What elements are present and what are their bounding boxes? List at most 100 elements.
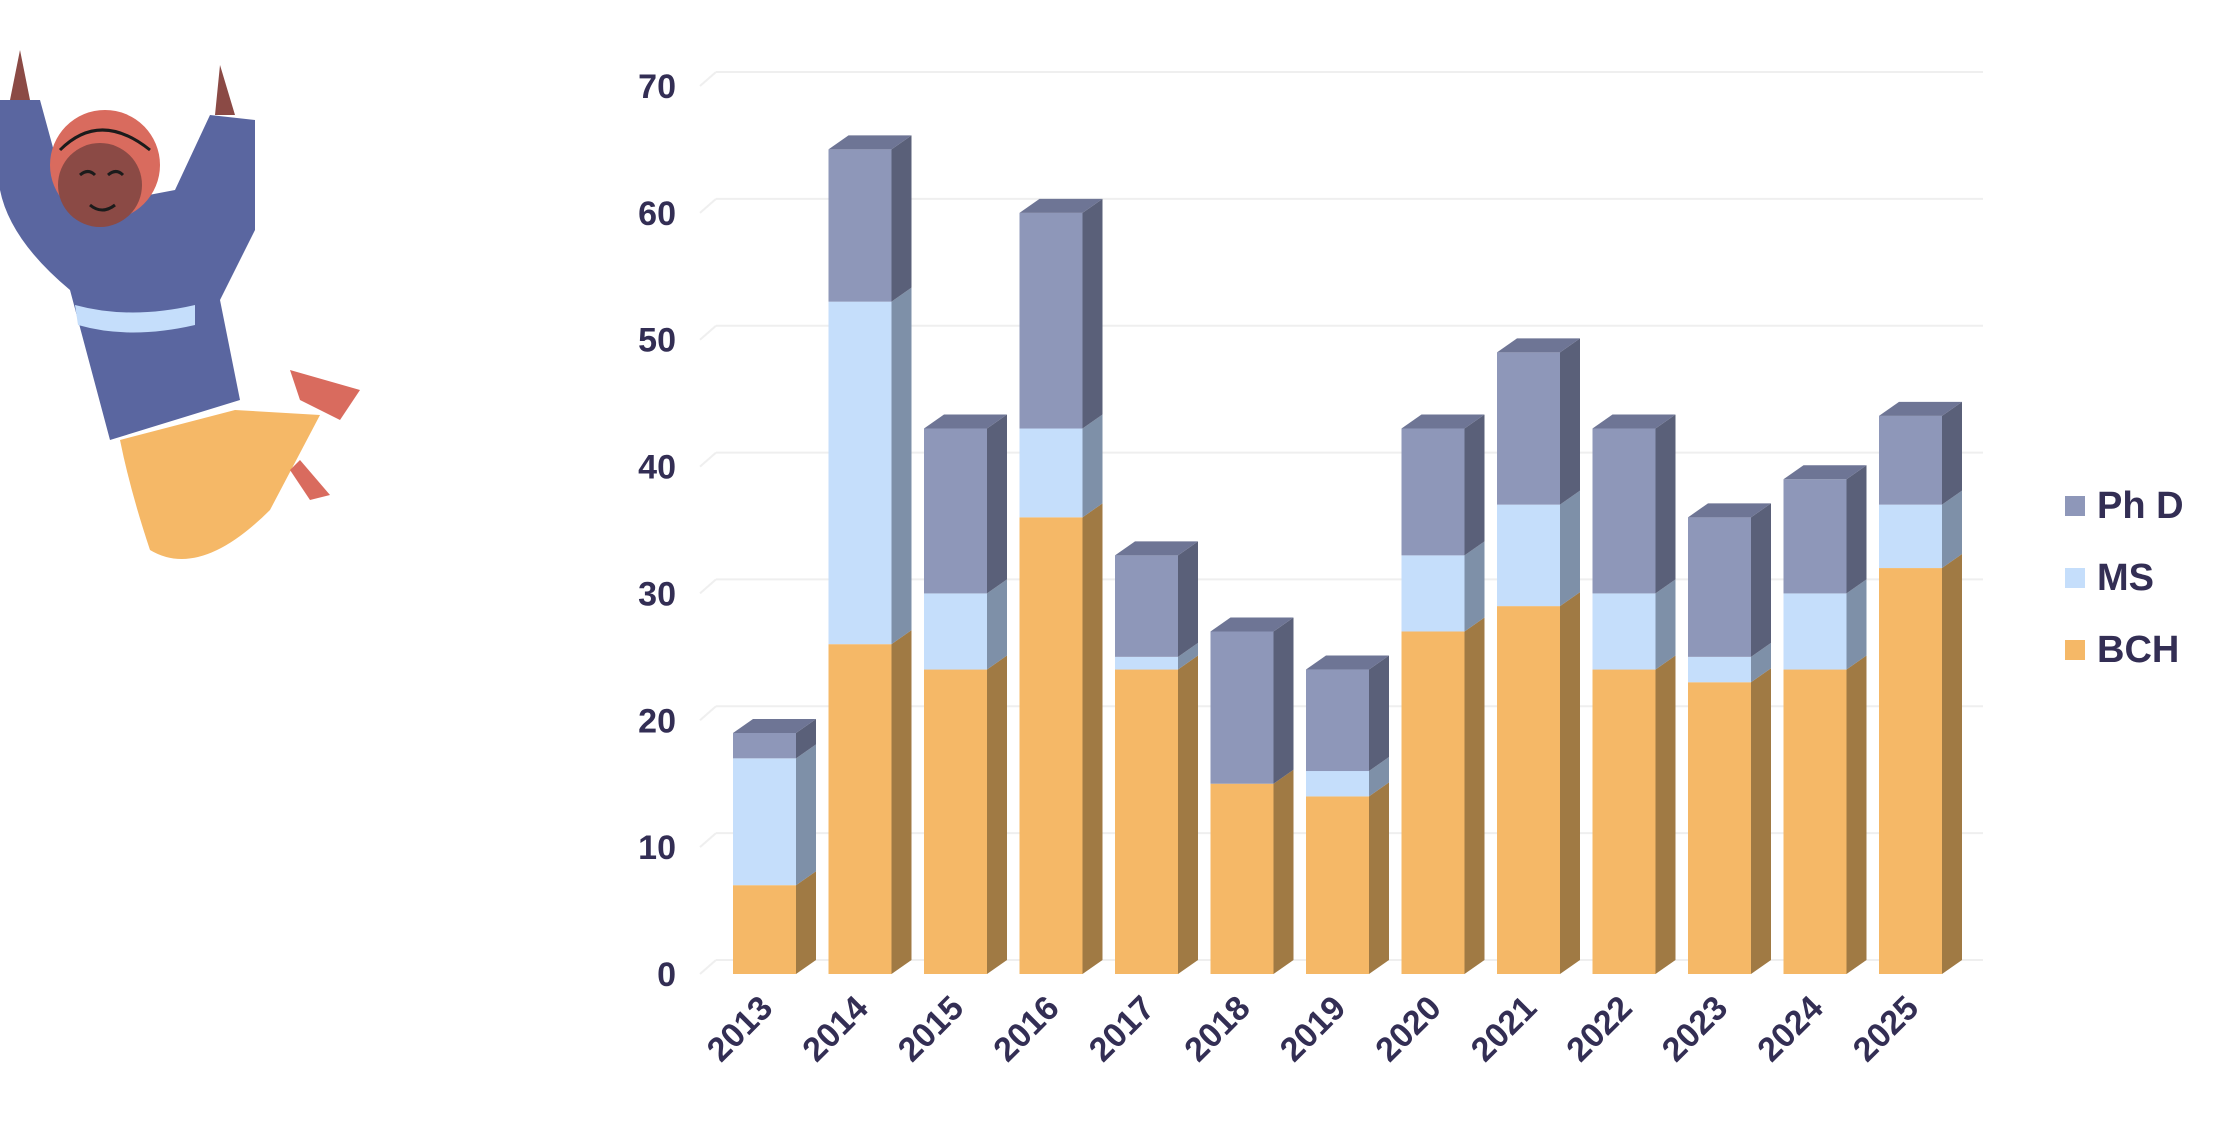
x-tick-label: 2022: [1559, 989, 1639, 1069]
bar-side-ms-2024: [1846, 579, 1867, 670]
bar-phd-2025: [1879, 415, 1942, 505]
bar-bch-2023: [1688, 682, 1751, 974]
legend-item-bch: BCH: [2065, 614, 2184, 686]
bar-phd-2018: [1210, 631, 1274, 784]
bar-side-phd-2022: [1655, 414, 1676, 594]
bar-ms-2019: [1306, 771, 1369, 797]
bar-phd-2019: [1306, 669, 1369, 772]
gridline-depth: [699, 71, 717, 87]
bar-ms-2022: [1592, 593, 1656, 670]
bar-phd-2017: [1115, 555, 1178, 657]
bar-side-ms-2020: [1464, 541, 1485, 632]
bar-ms-2015: [924, 593, 987, 670]
bar-top-2022: [1592, 414, 1676, 429]
bar-bch-2014: [828, 644, 892, 974]
person-icon: [0, 50, 360, 559]
bar-ms-2013: [733, 758, 796, 886]
bar-ms-2025: [1879, 504, 1942, 569]
bar-top-2025: [1879, 401, 1962, 416]
bar-side-phd-2024: [1846, 465, 1867, 594]
bar-ms-2021: [1497, 504, 1560, 607]
gridline-depth: [699, 451, 717, 468]
bar-phd-2024: [1783, 479, 1847, 594]
gridline-depth: [699, 324, 717, 341]
x-tick-label: 2018: [1177, 989, 1257, 1069]
bar-side-bch-2018: [1273, 769, 1294, 974]
bar-bch-2020: [1401, 631, 1465, 974]
y-tick-label: 60: [638, 195, 676, 233]
bar-top-2017: [1115, 541, 1198, 556]
legend-label-phd: Ph D: [2097, 484, 2184, 527]
bar-ms-2023: [1688, 656, 1751, 683]
bar-side-bch-2016: [1082, 503, 1103, 974]
bar-side-ms-2015: [987, 579, 1007, 670]
bar-bch-2022: [1592, 669, 1656, 974]
y-tick-label: 30: [638, 575, 676, 613]
gridline-depth: [699, 198, 717, 214]
bar-phd-2013: [733, 732, 796, 759]
bar-phd-2016: [1019, 212, 1083, 429]
bar-side-bch-2023: [1751, 668, 1771, 974]
bar-side-ms-2017: [1178, 642, 1198, 670]
bar-phd-2020: [1401, 428, 1465, 556]
bar-side-bch-2019: [1369, 782, 1389, 974]
x-tick-label: 2016: [986, 989, 1066, 1069]
legend-swatch-ms: [2065, 568, 2085, 588]
bar-bch-2013: [733, 885, 796, 974]
x-tick-label: 2015: [891, 989, 971, 1069]
y-tick-label: 50: [638, 322, 676, 360]
bar-side-ms-2025: [1942, 490, 1962, 569]
x-tick-label: 2023: [1655, 989, 1735, 1069]
bar-phd-2014: [828, 149, 892, 302]
bar-top-2014: [828, 135, 912, 150]
y-tick-label: 10: [638, 829, 676, 867]
gridline-depth: [699, 832, 717, 848]
bar-bch-2016: [1019, 517, 1083, 974]
jumping-person-illustration: [0, 50, 360, 559]
gridline-depth: [699, 959, 717, 975]
bar-side-phd-2017: [1178, 541, 1198, 657]
bar-side-bch-2022: [1655, 655, 1676, 974]
y-tick-label: 40: [638, 449, 676, 487]
bar-ms-2024: [1783, 593, 1847, 670]
bar-side-phd-2013: [796, 718, 816, 759]
legend-item-phd: Ph D: [2065, 470, 2184, 542]
bar-side-phd-2021: [1560, 338, 1580, 505]
bar-top-2024: [1783, 465, 1867, 480]
bar-bch-2018: [1210, 783, 1274, 974]
bar-side-ms-2022: [1655, 579, 1676, 670]
bar-side-phd-2015: [987, 414, 1007, 594]
bar-side-phd-2018: [1273, 617, 1294, 784]
bar-side-phd-2014: [891, 135, 912, 302]
legend-swatch-phd: [2065, 496, 2085, 516]
x-tick-label: 2020: [1368, 989, 1448, 1069]
legend-swatch-bch: [2065, 640, 2085, 660]
bar-side-ms-2023: [1751, 642, 1771, 683]
bar-top-2015: [924, 414, 1007, 429]
x-tick-label: 2013: [700, 989, 780, 1069]
bar-top-2019: [1306, 655, 1389, 670]
bar-ms-2020: [1401, 555, 1465, 632]
legend-item-ms: MS: [2065, 542, 2184, 614]
y-tick-label: 70: [638, 68, 676, 106]
bar-top-2020: [1401, 414, 1485, 429]
bar-bch-2024: [1783, 669, 1847, 974]
bar-side-bch-2017: [1178, 655, 1198, 974]
bar-side-bch-2013: [796, 871, 816, 974]
bar-bch-2015: [924, 669, 987, 974]
y-tick-label: 20: [638, 702, 676, 740]
bar-bch-2019: [1306, 796, 1369, 974]
bar-side-bch-2025: [1942, 554, 1962, 974]
bar-side-bch-2014: [891, 630, 912, 974]
x-tick-label: 2024: [1750, 989, 1830, 1069]
bar-bch-2025: [1879, 568, 1942, 974]
x-tick-label: 2019: [1273, 989, 1353, 1069]
bar-side-bch-2020: [1464, 617, 1485, 974]
bar-side-bch-2015: [987, 655, 1007, 974]
bar-side-ms-2021: [1560, 490, 1580, 607]
bar-phd-2015: [924, 428, 987, 594]
bar-side-phd-2019: [1369, 655, 1389, 772]
x-tick-label: 2021: [1464, 989, 1544, 1069]
legend-label-ms: MS: [2097, 556, 2154, 599]
